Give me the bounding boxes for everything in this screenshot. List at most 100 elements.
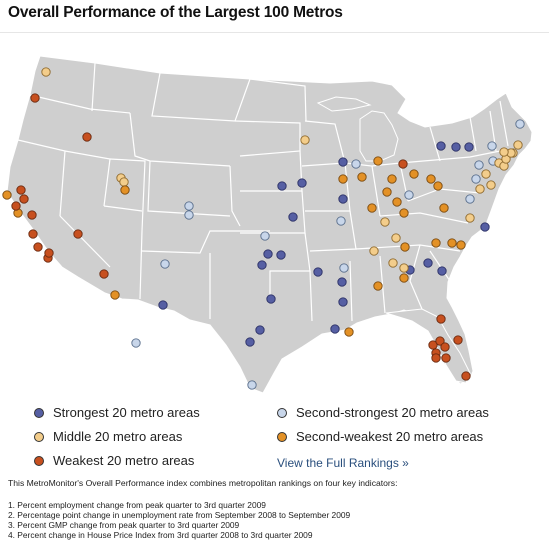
metro-dot-strongest[interactable] <box>330 324 340 334</box>
metro-dot-strongest[interactable] <box>245 337 255 347</box>
metro-dot-second-strongest[interactable] <box>474 160 484 170</box>
metro-dot-second-strongest[interactable] <box>184 201 194 211</box>
metro-dot-weakest[interactable] <box>428 340 438 350</box>
metro-dot-weakest[interactable] <box>398 159 408 169</box>
legend-second-weakest: Second-weakest 20 metro areas <box>277 429 483 444</box>
metro-dot-second-weakest[interactable] <box>431 238 441 248</box>
metro-dot-strongest[interactable] <box>266 294 276 304</box>
metro-dot-second-weakest[interactable] <box>456 240 466 250</box>
metro-dot-middle[interactable] <box>465 213 475 223</box>
metro-dot-weakest[interactable] <box>441 353 451 363</box>
metro-dot-second-strongest[interactable] <box>487 141 497 151</box>
metro-dot-second-strongest[interactable] <box>515 119 525 129</box>
metro-dot-second-weakest[interactable] <box>400 242 410 252</box>
metro-dot-second-weakest[interactable] <box>367 203 377 213</box>
metro-dot-second-strongest[interactable] <box>260 231 270 241</box>
metro-dot-middle[interactable] <box>399 263 409 273</box>
metro-dot-middle[interactable] <box>513 140 523 150</box>
metro-dot-second-weakest[interactable] <box>399 273 409 283</box>
metro-dot-second-weakest[interactable] <box>392 197 402 207</box>
metro-dot-weakest[interactable] <box>44 248 54 258</box>
metro-dot-second-weakest[interactable] <box>120 185 130 195</box>
metro-dot-weakest[interactable] <box>19 194 29 204</box>
metro-dot-weakest[interactable] <box>27 210 37 220</box>
metro-dot-strongest[interactable] <box>255 325 265 335</box>
metro-dot-strongest[interactable] <box>277 181 287 191</box>
view-full-rankings-link[interactable]: View the Full Rankings » <box>277 456 409 470</box>
metro-dot-second-strongest[interactable] <box>131 338 141 348</box>
metro-dot-strongest[interactable] <box>423 258 433 268</box>
metro-dot-weakest[interactable] <box>99 269 109 279</box>
metro-dot-second-weakest[interactable] <box>387 174 397 184</box>
metro-dot-weakest[interactable] <box>33 242 43 252</box>
metro-dot-middle[interactable] <box>41 67 51 77</box>
state-borders <box>17 62 509 322</box>
metro-dot-middle[interactable] <box>475 184 485 194</box>
metro-dot-middle[interactable] <box>388 258 398 268</box>
metro-dot-second-weakest[interactable] <box>382 187 392 197</box>
metro-dot-strongest[interactable] <box>337 277 347 287</box>
metro-dot-second-weakest[interactable] <box>344 327 354 337</box>
metro-dot-second-weakest[interactable] <box>426 174 436 184</box>
metro-dot-strongest[interactable] <box>158 300 168 310</box>
metro-dot-strongest[interactable] <box>276 250 286 260</box>
metro-dot-second-weakest[interactable] <box>338 174 348 184</box>
metro-dot-weakest[interactable] <box>431 353 441 363</box>
metro-dot-strongest[interactable] <box>338 297 348 307</box>
metro-dot-middle[interactable] <box>119 177 129 187</box>
metro-dot-second-weakest[interactable] <box>433 181 443 191</box>
metro-dot-strongest[interactable] <box>338 194 348 204</box>
metro-dot-weakest[interactable] <box>453 335 463 345</box>
metro-dot-second-weakest[interactable] <box>409 169 419 179</box>
metro-dot-weakest[interactable] <box>436 314 446 324</box>
metro-dot-weakest[interactable] <box>28 229 38 239</box>
metro-dot-weakest[interactable] <box>461 371 471 381</box>
metro-dot-strongest[interactable] <box>257 260 267 270</box>
metro-dot-weakest[interactable] <box>82 132 92 142</box>
metro-dot-middle[interactable] <box>499 147 509 157</box>
metro-dot-middle[interactable] <box>481 169 491 179</box>
metro-dot-strongest[interactable] <box>436 141 446 151</box>
metro-dot-second-strongest[interactable] <box>247 380 257 390</box>
metro-dot-middle[interactable] <box>300 135 310 145</box>
metro-dot-second-weakest[interactable] <box>373 156 383 166</box>
metro-dot-weakest[interactable] <box>16 185 26 195</box>
metro-dot-weakest[interactable] <box>73 229 83 239</box>
metro-dot-second-strongest[interactable] <box>351 159 361 169</box>
metro-dot-second-weakest[interactable] <box>399 208 409 218</box>
index-description: This MetroMonitor's Overall Performance … <box>8 478 398 488</box>
metro-dot-second-strongest[interactable] <box>184 210 194 220</box>
metro-dot-middle[interactable] <box>380 217 390 227</box>
metro-dot-second-strongest[interactable] <box>160 259 170 269</box>
metro-dot-strongest[interactable] <box>437 266 447 276</box>
metro-dot-second-strongest[interactable] <box>336 216 346 226</box>
metro-dot-second-strongest[interactable] <box>465 194 475 204</box>
metro-dot-weakest[interactable] <box>30 93 40 103</box>
metro-dot-middle[interactable] <box>486 180 496 190</box>
metro-dot-strongest[interactable] <box>288 212 298 222</box>
metro-dot-strongest[interactable] <box>313 267 323 277</box>
metro-dot-strongest[interactable] <box>297 178 307 188</box>
metro-dot-second-strongest[interactable] <box>404 190 414 200</box>
metro-dot-weakest[interactable] <box>11 201 21 211</box>
metro-dot-second-weakest[interactable] <box>439 203 449 213</box>
metro-dot-middle[interactable] <box>391 233 401 243</box>
metro-dot-strongest[interactable] <box>464 142 474 152</box>
metro-dot-second-weakest[interactable] <box>357 172 367 182</box>
metro-dot-second-strongest[interactable] <box>471 174 481 184</box>
metro-dot-weakest[interactable] <box>440 342 450 352</box>
metro-dot-second-weakest[interactable] <box>447 238 457 248</box>
metro-dot-second-weakest[interactable] <box>110 290 120 300</box>
map-canvas <box>2 55 533 394</box>
metro-dot-strongest[interactable] <box>263 249 273 259</box>
metro-dot-strongest[interactable] <box>451 142 461 152</box>
metro-dot-strongest[interactable] <box>338 157 348 167</box>
metro-dot-middle[interactable] <box>369 246 379 256</box>
metro-dot-second-strongest[interactable] <box>339 263 349 273</box>
metro-dot-second-weakest[interactable] <box>373 281 383 291</box>
metro-dot-strongest[interactable] <box>480 222 490 232</box>
metro-dot-second-weakest[interactable] <box>2 190 12 200</box>
indicator-2: 2. Percentage point change in unemployme… <box>8 510 351 520</box>
michigan-peninsula <box>359 110 399 162</box>
metro-dot-weakest[interactable] <box>435 336 445 346</box>
